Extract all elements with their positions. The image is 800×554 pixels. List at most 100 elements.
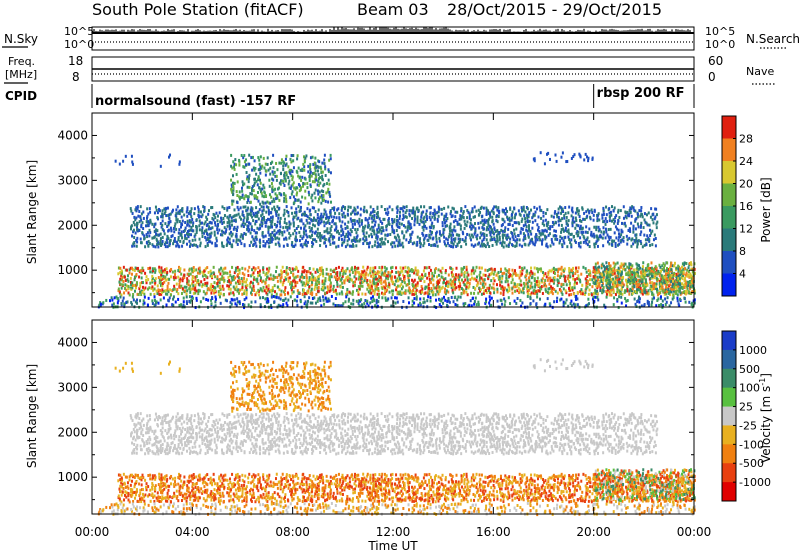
power-point bbox=[483, 220, 486, 224]
power-point bbox=[320, 167, 323, 171]
power-point bbox=[404, 265, 407, 269]
power-point bbox=[343, 279, 346, 283]
power-point bbox=[243, 280, 246, 284]
power-point bbox=[262, 239, 265, 243]
power-point bbox=[354, 208, 357, 212]
power-point bbox=[237, 273, 240, 277]
power-point bbox=[118, 162, 121, 166]
power-point bbox=[559, 239, 562, 243]
power-point bbox=[469, 278, 472, 282]
power-point bbox=[257, 282, 260, 286]
power-point bbox=[149, 266, 152, 270]
power-point bbox=[646, 238, 649, 242]
power-point bbox=[163, 270, 166, 274]
power-point bbox=[529, 284, 532, 288]
power-point bbox=[267, 212, 270, 216]
power-point bbox=[348, 232, 351, 236]
power-point bbox=[330, 233, 333, 237]
power-point bbox=[129, 207, 132, 211]
power-point bbox=[379, 244, 382, 248]
power-point bbox=[141, 221, 144, 225]
power-point bbox=[419, 277, 422, 281]
power-point bbox=[138, 287, 141, 291]
power-point bbox=[270, 277, 273, 281]
power-point bbox=[401, 280, 404, 284]
power-point bbox=[251, 215, 254, 219]
power-point bbox=[259, 226, 262, 230]
power-point bbox=[561, 151, 564, 155]
power-point bbox=[319, 244, 322, 248]
power-point bbox=[369, 211, 372, 215]
power-point bbox=[319, 217, 322, 221]
power-point bbox=[430, 225, 433, 229]
power-point bbox=[434, 293, 437, 297]
power-point bbox=[622, 205, 625, 209]
power-point bbox=[325, 267, 328, 271]
power-point bbox=[309, 170, 312, 174]
power-point bbox=[491, 238, 494, 242]
power-point bbox=[180, 303, 183, 307]
power-point bbox=[584, 291, 587, 295]
power-point bbox=[126, 274, 129, 278]
power-point bbox=[346, 235, 349, 239]
power-point bbox=[279, 171, 282, 175]
power-point bbox=[480, 242, 483, 246]
power-point bbox=[334, 211, 337, 215]
power-point bbox=[329, 273, 332, 277]
power-point bbox=[656, 293, 659, 297]
power-point bbox=[411, 290, 414, 294]
power-point bbox=[629, 270, 632, 274]
power-point bbox=[395, 286, 398, 290]
power-point bbox=[195, 296, 198, 300]
power-point bbox=[226, 279, 229, 283]
power-point bbox=[274, 192, 277, 196]
power-point bbox=[176, 220, 179, 224]
power-point bbox=[175, 208, 178, 212]
power-point bbox=[672, 293, 675, 297]
power-point bbox=[435, 234, 438, 238]
power-point bbox=[522, 287, 525, 291]
power-point bbox=[264, 162, 267, 166]
power-point bbox=[283, 217, 286, 221]
power-point bbox=[428, 235, 431, 239]
power-point bbox=[238, 197, 241, 201]
power-point bbox=[506, 217, 509, 221]
power-point bbox=[347, 205, 350, 209]
power-point bbox=[390, 289, 393, 293]
power-point bbox=[311, 193, 314, 197]
power-point bbox=[237, 212, 240, 216]
power-point bbox=[552, 279, 555, 283]
power-point bbox=[134, 231, 137, 235]
power-point bbox=[405, 205, 408, 209]
power-point bbox=[290, 184, 293, 188]
power-point bbox=[234, 218, 237, 222]
power-point bbox=[294, 267, 297, 271]
power-point bbox=[593, 225, 596, 229]
power-point bbox=[619, 235, 622, 239]
power-point bbox=[221, 275, 224, 279]
power-point bbox=[122, 265, 125, 269]
power-point bbox=[573, 282, 576, 286]
power-point bbox=[287, 276, 290, 280]
power-point bbox=[311, 273, 314, 277]
power-point bbox=[482, 242, 485, 246]
power-point bbox=[363, 234, 366, 238]
power-point bbox=[382, 285, 385, 289]
power-point bbox=[322, 215, 325, 219]
power-point bbox=[617, 210, 620, 214]
power-point bbox=[146, 207, 149, 211]
power-point bbox=[454, 282, 457, 286]
power-point bbox=[326, 230, 329, 234]
power-point bbox=[615, 284, 618, 288]
power-point bbox=[464, 239, 467, 243]
power-point bbox=[369, 269, 372, 273]
power-point bbox=[130, 302, 133, 306]
power-point bbox=[311, 282, 314, 286]
power-point bbox=[319, 273, 322, 277]
power-point bbox=[243, 292, 246, 296]
power-point bbox=[550, 269, 553, 273]
power-point bbox=[306, 290, 309, 294]
power-point bbox=[187, 235, 190, 239]
power-point bbox=[465, 287, 468, 291]
power-point bbox=[288, 236, 291, 240]
